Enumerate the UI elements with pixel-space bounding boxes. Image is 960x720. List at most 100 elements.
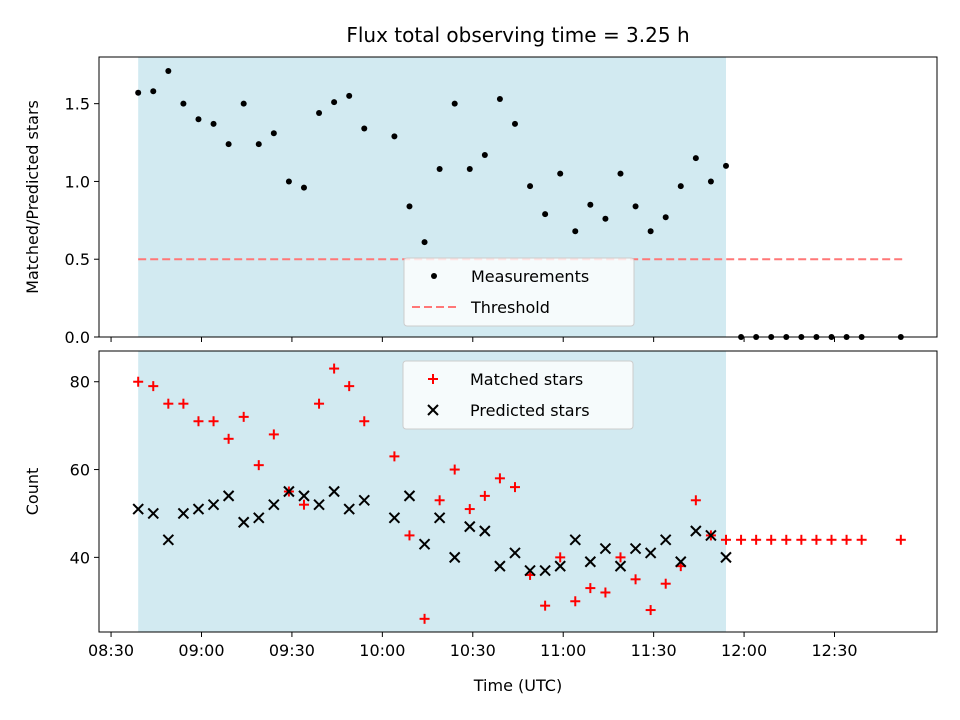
predicted-stars-point-29 [584,556,597,568]
predicted-stars-point-34 [659,534,672,546]
predicted-stars-point-33-b [644,547,657,559]
predicted-stars-point-35-b [675,556,687,568]
matched-stars-point-38 [720,534,731,545]
measurements-point-19 [436,166,443,172]
measurements-point-15 [361,125,368,132]
matched-stars-point-26 [540,600,551,611]
matched-stars-point-6 [223,433,234,444]
matched-stars-point-33 [645,605,656,616]
predicted-stars-point-7-b [237,516,250,528]
matched-stars-point-21 [464,504,475,515]
matched-stars-point-19 [434,495,445,506]
predicted-stars-point-20 [448,551,461,564]
predicted-stars-point-18-b [418,538,431,550]
predicted-stars-point-3-b [177,507,190,520]
predicted-stars-point-37 [705,529,717,542]
predicted-stars-point-9-b [268,498,280,511]
predicted-stars-point-1 [147,507,159,520]
measurements-point-33 [647,228,654,235]
legend-predicted-stars-swatch [427,404,439,416]
legend-matched-stars-swatch [428,374,438,384]
matched-stars-point-43 [796,534,807,545]
matched-stars-point-22 [479,490,490,501]
legend-matched-stars-label: Matched stars [470,370,583,389]
measurements-point-21 [466,166,473,172]
x-tick-label: 11:30 [631,641,677,660]
matched-stars-point-18 [419,613,430,624]
predicted-stars-point-1-b [147,507,159,520]
predicted-stars-point-36 [690,525,702,537]
matched-stars-point-2 [163,398,174,409]
measurements-point-11 [300,184,307,191]
predicted-stars-point-22-b [479,525,491,537]
matched-stars-point-45 [826,534,837,545]
measurements-point-26 [542,211,549,218]
x-tick-label: 10:00 [359,641,405,660]
matched-stars-point-4 [193,416,204,427]
matched-stars-point-9 [268,429,279,440]
predicted-stars-point-17 [403,490,416,502]
matched-stars-point-3 [178,398,189,409]
predicted-stars-point-2 [162,534,175,546]
predicted-stars-point-12 [313,498,325,511]
matched-stars-point-16 [389,451,400,462]
predicted-stars-point-4 [192,503,205,515]
predicted-stars-point-33 [644,547,657,559]
predicted-stars-point-16 [388,512,401,524]
measurements-point-0 [135,89,142,96]
matched-stars-point-27 [555,552,566,563]
matched-stars-point-12 [314,398,325,409]
predicted-stars-point-5-b [207,498,220,511]
predicted-stars-point-25 [524,564,536,577]
matched-stars-point-28 [570,596,581,607]
predicted-stars-point-10-b [283,485,295,498]
measurements-point-16 [391,133,398,140]
measurements-point-8 [255,141,262,148]
predicted-stars-point-24-b [509,547,521,559]
x-tick-label: 08:30 [88,641,134,660]
matched-stars-point-5 [208,416,219,427]
matched-stars-point-36 [690,495,701,506]
measurements-point-20 [451,100,458,107]
measurements-point-9 [270,130,277,137]
predicted-stars-point-36-b [690,525,702,537]
x-tick-label: 09:00 [178,641,224,660]
predicted-stars-point-23 [494,560,506,572]
y-tick-label: 0.0 [65,328,90,347]
matched-stars-point-40 [751,534,762,545]
predicted-stars-point-37-b [705,529,717,542]
matched-stars-point-7 [238,411,249,422]
measurements-point-27 [557,170,564,177]
legend-measurements-label: Measurements [471,267,589,286]
x-tick-label: 12:30 [811,641,857,660]
predicted-stars-point-11 [298,490,310,502]
predicted-stars-point-6-b [222,490,235,502]
measurements-point-31 [617,170,624,177]
matched-stars-point-42 [781,534,792,545]
measurements-point-12 [316,110,323,116]
predicted-stars-point-24 [509,547,521,559]
predicted-stars-point-4-b [192,503,205,515]
legend-box [402,360,634,430]
predicted-stars-point-26 [539,564,551,577]
ratio-panel: 0.0 0.5 1.0 1.5 Matched/Predicted stars Measu… [23,56,938,347]
predicted-stars-point-20-b [448,551,461,564]
predicted-stars-point-6 [222,490,235,502]
predicted-stars-point-8-b [253,512,265,524]
predicted-stars-point-17-b [403,490,416,502]
matched-stars-point-44 [811,534,822,545]
predicted-stars-point-25-b [524,564,536,577]
matched-stars-point-47 [856,534,867,545]
matched-stars-point-30 [600,587,611,598]
measurements-point-35 [677,183,684,190]
measurements-point-22 [481,152,488,158]
matched-stars-point-15 [359,416,370,427]
matched-stars-point-29 [585,583,596,594]
predicted-stars-point-14 [343,503,355,515]
y-axis-label: Count [23,468,42,516]
predicted-stars-point-34-b [659,534,672,546]
matched-stars-point-11 [298,499,309,510]
legend: Measurements Threshold [403,257,635,327]
predicted-stars-point-38 [720,551,732,564]
measurements-point-37 [707,178,714,185]
